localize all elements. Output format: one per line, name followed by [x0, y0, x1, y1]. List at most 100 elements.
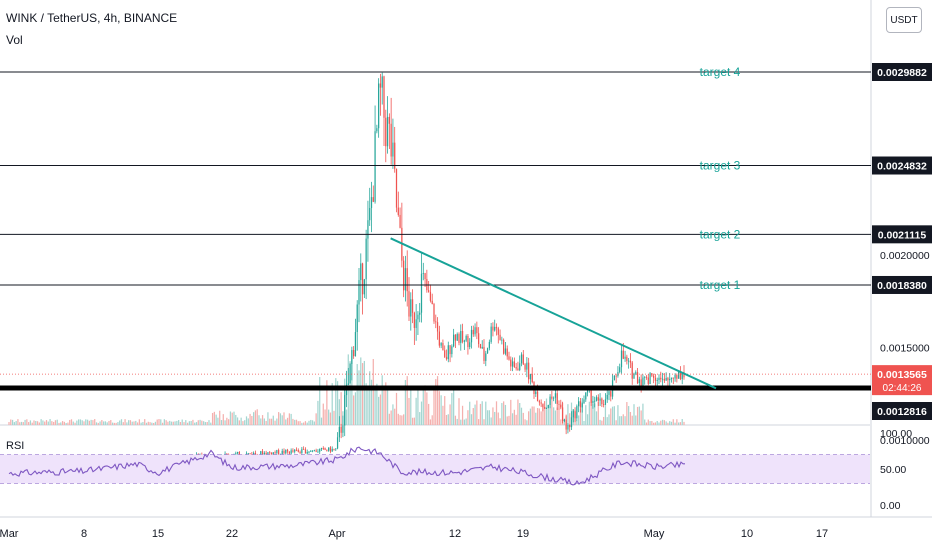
candle-body [526, 362, 528, 370]
volume-bar [101, 420, 103, 425]
candle-body [679, 371, 682, 380]
candle-body [536, 391, 539, 402]
candle-body [578, 401, 580, 407]
candle-body [254, 452, 257, 455]
volume-bar [670, 421, 673, 425]
candle-body [294, 449, 296, 452]
candle-body [454, 334, 457, 341]
volume-bar [213, 411, 215, 425]
volume-bar [203, 421, 205, 425]
candle-body [249, 453, 251, 455]
volume-bar [49, 419, 51, 425]
volume-bar [78, 419, 80, 425]
candle-body [358, 280, 360, 305]
candle-body [617, 372, 619, 376]
candle-body [508, 356, 510, 360]
volume-bar [417, 389, 419, 425]
volume-bar [510, 399, 512, 425]
volume-bar [490, 417, 492, 425]
volume-bar [308, 420, 310, 425]
candle-body [592, 401, 594, 403]
time-axis-tick: 22 [226, 528, 238, 540]
candle-body [444, 350, 446, 357]
time-axis-tick: Mar [0, 528, 19, 540]
volume-bar [29, 420, 32, 425]
candle-body [403, 260, 405, 291]
volume-bar [376, 383, 378, 425]
volume-bar [163, 419, 165, 425]
volume-bar [313, 421, 315, 425]
candle-body [360, 263, 362, 281]
volume-bar [361, 363, 364, 425]
volume-bar [622, 414, 624, 425]
candle-body [594, 400, 596, 402]
candle-body [497, 328, 499, 335]
candle-body [574, 410, 576, 419]
candle-body [460, 330, 462, 343]
volume-bar [536, 407, 539, 425]
volume-bar [381, 375, 383, 425]
volume-bar [220, 420, 223, 425]
volume-bar [676, 419, 678, 425]
volume-bar [272, 415, 274, 425]
volume-bar [17, 419, 19, 425]
volume-bar [35, 421, 37, 425]
volume-bar [278, 412, 280, 425]
volume-bar [445, 414, 448, 425]
volume-bar [88, 420, 90, 425]
volume-bar [251, 415, 253, 425]
candle-body [633, 373, 635, 379]
volume-bar [667, 422, 669, 425]
volume-bar [97, 422, 99, 425]
candle-body [520, 354, 523, 364]
candle-body [610, 391, 612, 397]
candle-body [263, 452, 265, 456]
candle-body [553, 397, 555, 399]
volume-bar [683, 421, 685, 425]
volume-bar [506, 416, 508, 425]
volume-bar [261, 415, 264, 425]
volume-bar [608, 414, 610, 425]
volume-bar [170, 421, 173, 425]
candle-body [461, 330, 464, 342]
volume-bar [215, 414, 217, 425]
price-tag-bg [872, 275, 932, 294]
candle-body [283, 450, 285, 454]
volume-bar [617, 405, 619, 425]
volume-bar [53, 421, 55, 425]
candle-body [585, 392, 587, 400]
candle-body [503, 339, 505, 354]
candle-body [656, 380, 658, 381]
volume-bar [299, 421, 301, 425]
volume-bar [499, 418, 501, 425]
volume-bars [8, 354, 685, 425]
volume-bar [131, 421, 133, 425]
volume-bar [474, 404, 476, 425]
volume-bar [210, 422, 212, 425]
candle-body [374, 131, 376, 202]
volume-bar [469, 401, 471, 425]
volume-bar [281, 415, 283, 425]
candle-body [586, 389, 589, 393]
volume-bar [285, 419, 287, 425]
candle-body [424, 273, 426, 279]
candle-body [292, 450, 294, 452]
candle-body [495, 326, 498, 329]
volume-bar [115, 422, 117, 425]
volume-bar [176, 420, 178, 425]
volume-bar [151, 422, 153, 425]
currency-button[interactable]: USDT [886, 7, 922, 33]
candle-body [253, 452, 255, 456]
candle-body [570, 417, 573, 428]
candle-body [499, 334, 501, 340]
volume-bar [386, 390, 389, 425]
volume-bar [408, 397, 410, 425]
candle-body [388, 116, 390, 124]
volume-bar [454, 415, 457, 425]
volume-bar [433, 389, 435, 425]
volume-bar [219, 410, 221, 425]
volume-bar [236, 417, 239, 425]
candle-body [436, 322, 439, 332]
volume-bar [615, 420, 617, 425]
